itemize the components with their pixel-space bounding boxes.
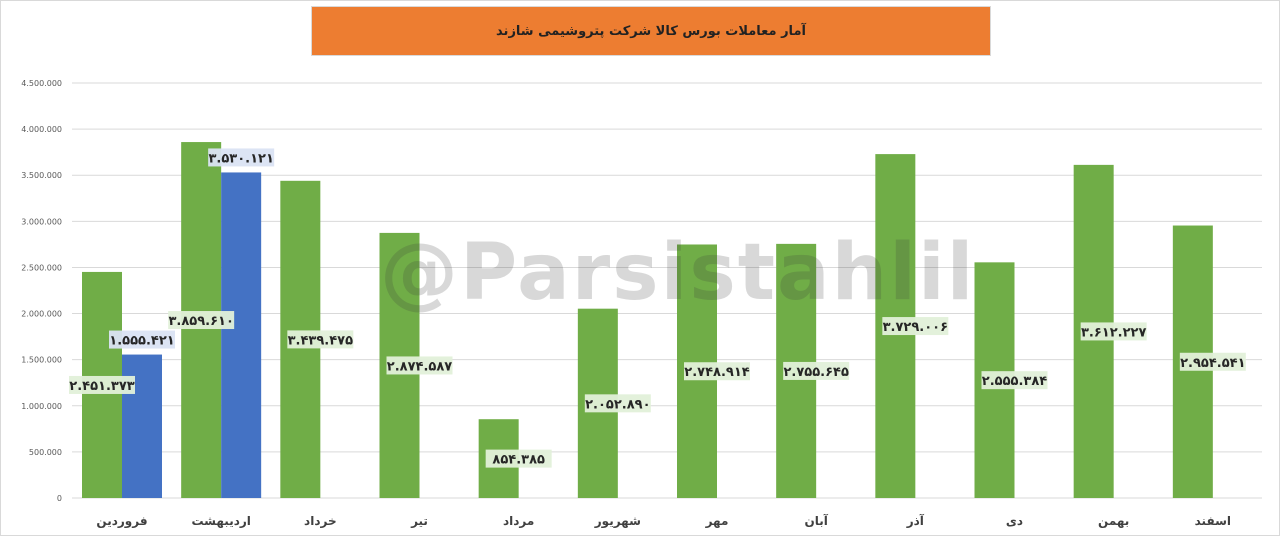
data-label-bg — [882, 317, 949, 336]
data-label: ۳.۴۳۹.۴۷۵ — [288, 333, 353, 348]
data-label: ۳.۸۵۹.۶۱۰ — [168, 314, 233, 329]
data-label: ۲.۵۵۵.۳۸۴ — [982, 374, 1047, 389]
data-label: ۱.۵۵۵.۴۲۱ — [109, 334, 174, 349]
data-label-bg — [287, 330, 354, 349]
data-label-bg — [109, 330, 175, 349]
x-tick-label: اسفند — [1195, 514, 1231, 528]
data-label: ۸۵۴.۳۸۵ — [492, 453, 545, 468]
data-label-bg — [386, 356, 453, 375]
x-tick-label: آبان — [804, 513, 828, 528]
chart-title: آمار معاملات بورس کالا شرکت پتروشیمی شاز… — [311, 6, 991, 56]
x-tick-label: بهمن — [1098, 514, 1129, 528]
y-tick-label: 2.500.000 — [21, 263, 62, 272]
data-label-bg — [783, 361, 850, 380]
y-tick-label: 4.500.000 — [21, 79, 62, 88]
data-label: ۲.۷۴۸.۹۱۴ — [684, 365, 749, 380]
data-label: ۳.۷۲۹.۰۰۶ — [883, 320, 948, 335]
x-tick-label: مرداد — [503, 514, 534, 528]
y-tick-label: 0 — [57, 494, 62, 503]
data-label-bg — [69, 375, 135, 394]
y-tick-label: 4.000.000 — [21, 125, 62, 134]
y-tick-label: 500.000 — [29, 448, 62, 457]
y-tick-label: 3.500.000 — [21, 171, 62, 180]
data-label: ۲.۴۵۱.۳۷۳ — [69, 379, 134, 394]
data-label-bg — [981, 371, 1048, 390]
watermark-text: @Parsistahlil — [380, 228, 976, 318]
data-label-bg — [208, 148, 275, 167]
x-tick-label: اردیبهشت — [191, 514, 250, 528]
y-tick-label: 3.000.000 — [21, 217, 62, 226]
x-tick-label: فروردین — [96, 514, 147, 529]
bar-blue — [221, 172, 262, 498]
x-tick-label: شهریور — [594, 514, 641, 529]
data-label: ۲.۹۵۴.۵۴۱ — [1180, 356, 1245, 371]
y-tick-label: 1.000.000 — [21, 402, 62, 411]
data-label: ۳.۶۱۲.۲۲۷ — [1081, 325, 1146, 340]
y-tick-label: 2.000.000 — [21, 310, 62, 319]
data-label-bg — [1179, 352, 1246, 371]
x-tick-label: تیر — [410, 514, 428, 528]
x-tick-label: آذر — [906, 513, 925, 528]
x-tick-label: خرداد — [304, 514, 337, 528]
data-label-bg — [485, 449, 552, 468]
y-tick-label: 1.500.000 — [21, 356, 62, 365]
data-label: ۲.۰۵۲.۸۹۰ — [585, 397, 650, 412]
x-tick-label: مهر — [705, 514, 729, 528]
data-label-bg — [584, 394, 651, 413]
data-label: ۲.۷۵۵.۶۴۵ — [783, 365, 848, 380]
data-label: ۳.۵۳۰.۱۲۱ — [208, 151, 273, 166]
data-label-bg — [168, 311, 235, 330]
data-label-bg — [684, 362, 750, 381]
data-label: ۲.۸۷۴.۵۸۷ — [387, 359, 452, 374]
x-tick-label: دی — [1006, 514, 1023, 528]
data-label-bg — [1080, 322, 1147, 341]
